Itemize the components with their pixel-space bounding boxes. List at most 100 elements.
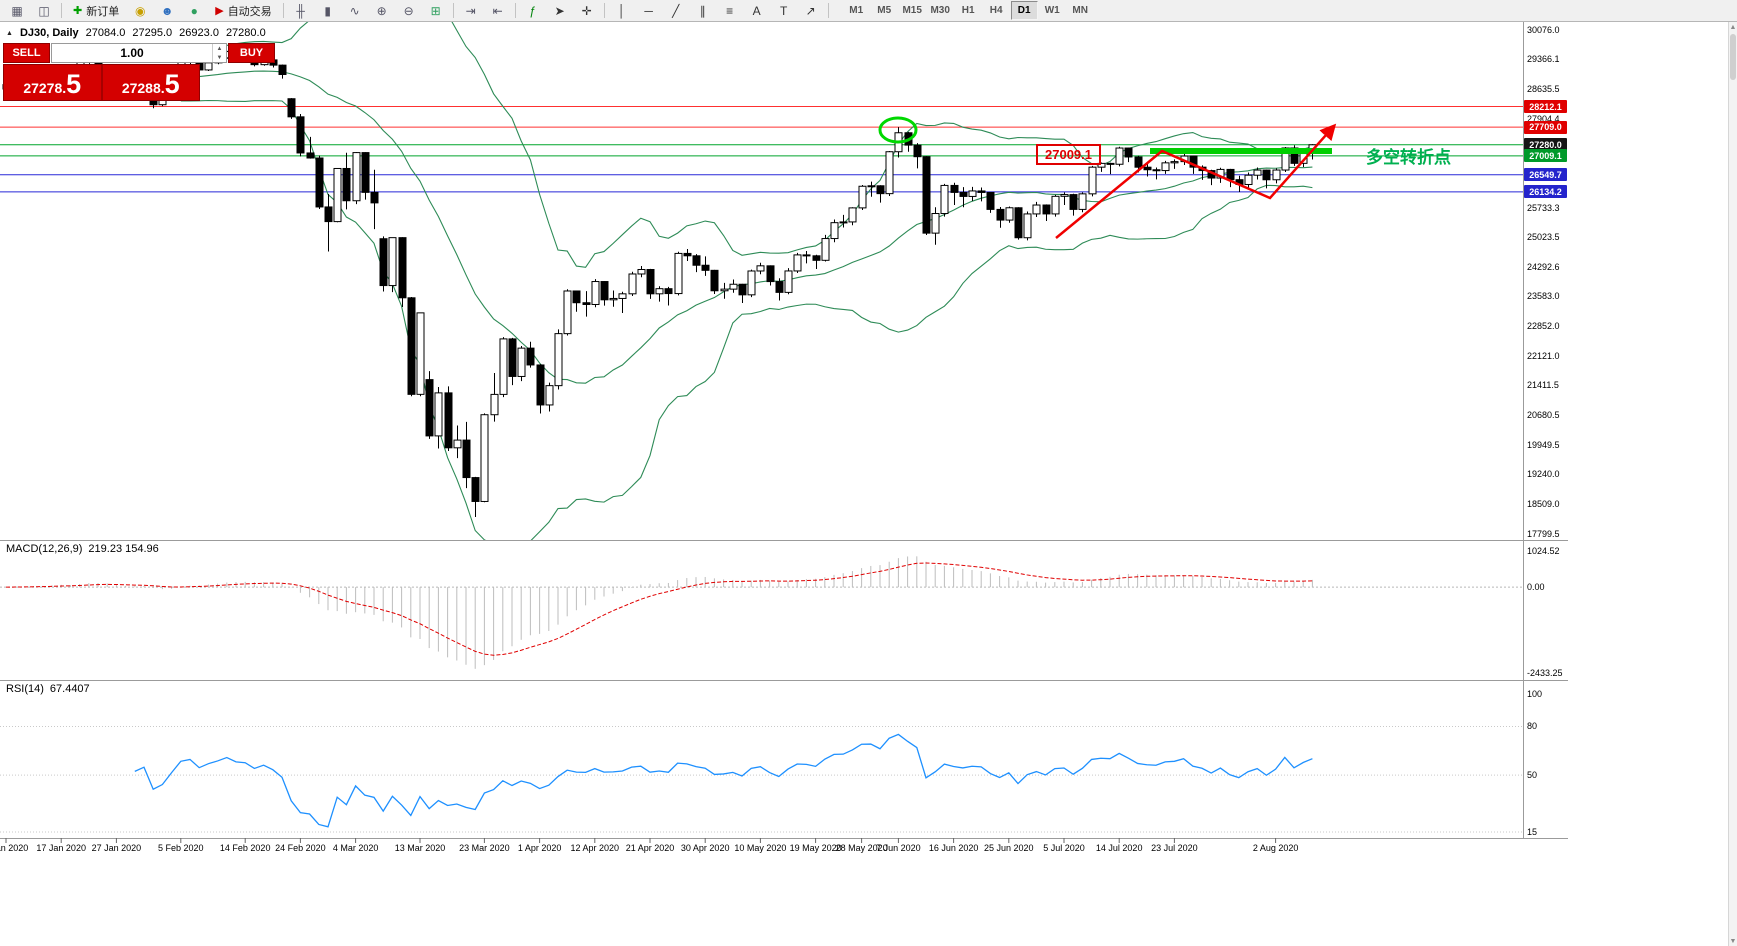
candle [830, 219, 839, 243]
candle [1161, 160, 1170, 174]
price-axis-label: 25023.5 [1527, 231, 1560, 242]
chart-shift-icon: ⇤ [492, 3, 503, 18]
candle [1170, 159, 1179, 169]
candle [444, 386, 453, 452]
tile-windows-icon: ⊞ [430, 3, 441, 18]
deposit-button[interactable]: ◉ [127, 0, 153, 21]
label-button[interactable]: T [771, 0, 797, 21]
cursor-icon: ➤ [554, 3, 565, 18]
timeframe-h1[interactable]: H1 [961, 5, 975, 16]
price-axis-label: 20680.5 [1527, 410, 1560, 421]
new-chart-button[interactable]: ▦ [4, 0, 30, 21]
candle [646, 268, 655, 299]
vertical-scrollbar[interactable]: ▲ ▼ [1728, 22, 1737, 946]
chart-shift-button[interactable]: ⇤ [485, 0, 511, 21]
candle [416, 312, 425, 397]
channel-button[interactable]: ∥ [690, 0, 716, 21]
buy-button[interactable]: BUY [228, 43, 275, 63]
new-order-icon: ✚ [73, 5, 83, 17]
timeframe-m5[interactable]: M5 [877, 5, 892, 16]
candle [1097, 162, 1106, 172]
macd-title: MACD(12,26,9) [6, 543, 83, 555]
time-axis-label: 14 Jul 2020 [1095, 843, 1143, 853]
candle [1124, 147, 1133, 163]
market-button[interactable]: ● [181, 0, 207, 21]
fibonacci-button[interactable]: ≡ [717, 0, 743, 21]
scroll-up-icon[interactable]: ▲ [1729, 23, 1737, 31]
candle [1078, 192, 1087, 213]
candle [600, 281, 609, 306]
price-axis-label: 22121.0 [1527, 351, 1560, 362]
auto-scroll-button[interactable]: ⇥ [458, 0, 484, 21]
volume-up-icon[interactable]: ▲ [216, 45, 223, 52]
candle [913, 143, 922, 169]
horizontal-line-button[interactable]: ─ [636, 0, 662, 21]
text-button[interactable]: A [744, 0, 770, 21]
vertical-line-button[interactable]: │ [609, 0, 635, 21]
candle [1253, 167, 1262, 180]
sell-price-big-digit: 5 [66, 69, 82, 100]
volume-input[interactable] [52, 44, 212, 62]
candle [398, 237, 407, 308]
time-axis[interactable]: 8 Jan 2020 17 Jan 2020 27 Jan 2020 5 Feb 20… [0, 841, 1523, 857]
tile-windows-button[interactable]: ⊞ [423, 0, 449, 21]
buy-price-display[interactable]: 27288. 5 [103, 65, 200, 100]
price-axis-label: 21411.5 [1527, 380, 1559, 391]
chart-profiles-button[interactable]: ◫ [31, 0, 57, 21]
candle [315, 155, 324, 209]
timeframe-m1[interactable]: M1 [849, 5, 864, 16]
sell-price-display[interactable]: 27278. 5 [4, 65, 101, 100]
candle [710, 269, 719, 295]
new-order-label: 新订单 [86, 5, 120, 18]
trendline-button[interactable]: ╱ [663, 0, 689, 21]
quote-high: 27295.0 [132, 27, 173, 39]
candle [766, 265, 775, 286]
candle [434, 387, 443, 449]
toolbar-separator [452, 3, 454, 18]
account-button[interactable]: ☻ [154, 0, 180, 21]
rsi-axis-label: 50 [1527, 769, 1538, 780]
zoom-in-button[interactable]: ⊕ [369, 0, 395, 21]
timeframe-m15[interactable]: M15 [902, 5, 922, 16]
candle [517, 346, 526, 382]
timeframe-d1[interactable]: D1 [1010, 1, 1038, 20]
timeframe-w1[interactable]: W1 [1044, 5, 1060, 16]
time-axis-label: 5 Feb 2020 [158, 843, 204, 853]
arrows-button[interactable]: ↗ [798, 0, 824, 21]
price-axis-label: 30076.0 [1527, 24, 1560, 35]
cursor-button[interactable]: ➤ [547, 0, 573, 21]
line-chart-mode-icon: ∿ [349, 3, 360, 18]
candle [1115, 146, 1124, 167]
auto-trading-button[interactable]: ▶ 自动交易 [208, 0, 278, 21]
time-axis-label: 19 May 2020 [789, 843, 842, 853]
timeframe-mn[interactable]: MN [1072, 5, 1088, 16]
new-order-button[interactable]: ✚ 新订单 [66, 0, 126, 21]
line-chart-mode-button[interactable]: ∿ [342, 0, 368, 21]
sell-price-main: 27278. [23, 79, 67, 96]
candle [729, 279, 738, 293]
price-axis[interactable]: 30076.0 29366.1 28635.5 27904.4 25733.3 25023… [1523, 0, 1569, 946]
volume-down-icon[interactable]: ▼ [216, 54, 223, 61]
scroll-down-icon[interactable]: ▼ [1729, 937, 1737, 945]
candle [490, 372, 499, 422]
bar-chart-mode-button[interactable]: ╫ [288, 0, 314, 21]
candlestick-mode-button[interactable]: ▮ [315, 0, 341, 21]
rsi-axis-label: 80 [1527, 720, 1538, 731]
candle [1023, 211, 1032, 241]
panel-collapse-icon[interactable]: ▲ [6, 29, 13, 37]
candle [536, 364, 545, 414]
price-level-badge: 27709.0 [1524, 120, 1567, 134]
sell-button[interactable]: SELL [3, 43, 50, 63]
timeframe-m30[interactable]: M30 [930, 5, 950, 16]
time-axis-label: 24 Feb 2020 [275, 843, 326, 853]
zoom-out-button[interactable]: ⊖ [396, 0, 422, 21]
candle [572, 290, 581, 312]
timeframe-h4[interactable]: H4 [989, 5, 1003, 16]
indicators-button[interactable]: ƒ [520, 0, 546, 21]
candles-layer [2, 50, 1317, 518]
candle [306, 136, 315, 159]
crosshair-button[interactable]: ✛ [574, 0, 600, 21]
scrollbar-thumb[interactable] [1730, 34, 1736, 80]
candle [462, 421, 471, 489]
